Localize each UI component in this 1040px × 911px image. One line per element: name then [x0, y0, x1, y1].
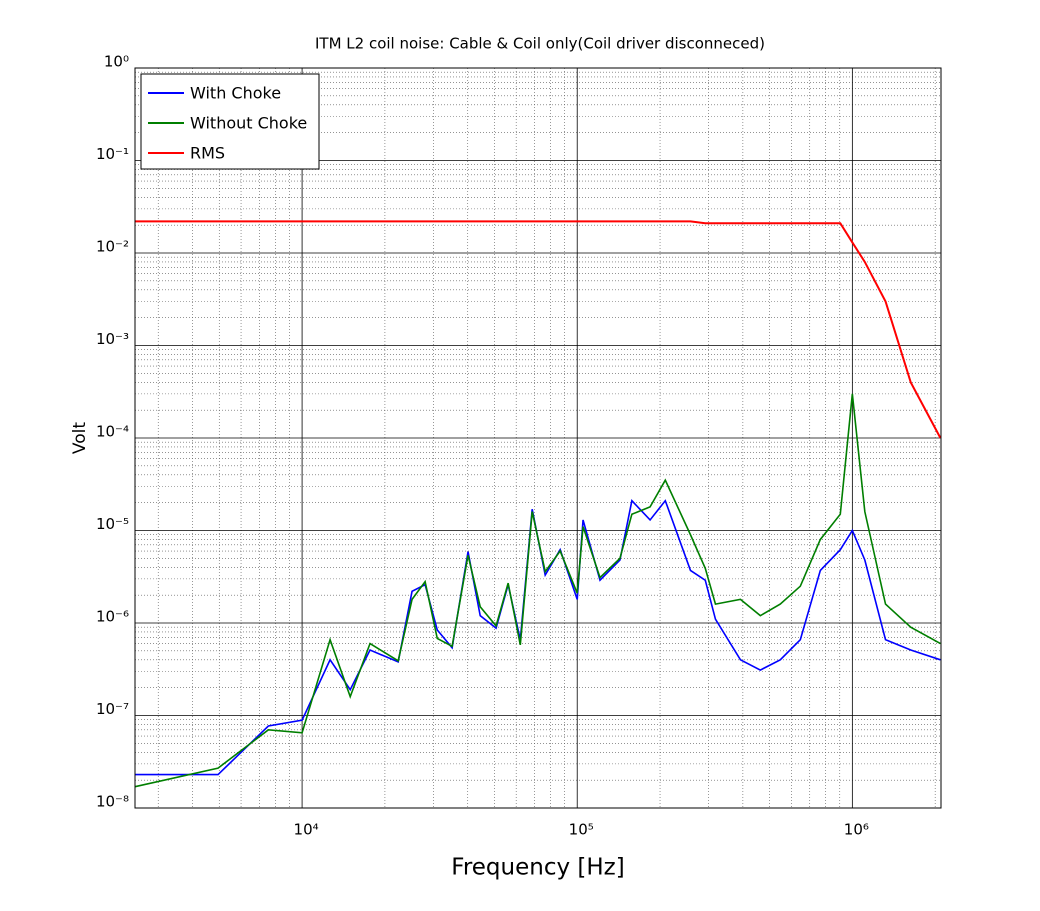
- chart-title: ITM L2 coil noise: Cable & Coil only(Coi…: [315, 35, 765, 53]
- y-tick-label: 10⁻⁷: [96, 700, 129, 718]
- x-tick-label: 10⁶: [844, 821, 869, 839]
- plot-frame: [134, 67, 942, 809]
- y-tick-label: 10⁻⁴: [96, 423, 129, 441]
- y-axis-label: Volt: [70, 422, 90, 454]
- y-tick-label: 10⁻¹: [96, 145, 129, 163]
- ticks: 10⁴ 10⁵ 10⁶ 10⁻⁸ 10⁻⁷ 10⁻⁶ 10⁻⁵ 10⁻⁴ 10⁻³ 10⁻² 10⁻…: [96, 53, 869, 839]
- legend: With Choke Without Choke RMS: [140, 73, 320, 170]
- series-line: [135, 220, 942, 439]
- legend-label: With Choke: [190, 84, 281, 103]
- x-tick-label: 10⁵: [569, 821, 594, 839]
- series-line: [134, 393, 941, 788]
- legend-label: RMS: [190, 144, 225, 163]
- series-line: [135, 499, 941, 776]
- y-tick-label: 10⁰: [104, 53, 129, 71]
- y-tick-label: 10⁻⁵: [96, 515, 129, 533]
- x-axis-label: Frequency [Hz]: [451, 855, 624, 881]
- y-tick-label: 10⁻²: [96, 238, 129, 256]
- grid: [135, 67, 941, 809]
- y-tick-label: 10⁻³: [96, 330, 129, 348]
- y-tick-label: 10⁻⁸: [96, 793, 129, 811]
- plot-lines: [134, 220, 942, 788]
- y-tick-label: 10⁻⁶: [96, 608, 129, 626]
- legend-label: Without Choke: [190, 114, 307, 133]
- x-tick-label: 10⁴: [294, 821, 319, 839]
